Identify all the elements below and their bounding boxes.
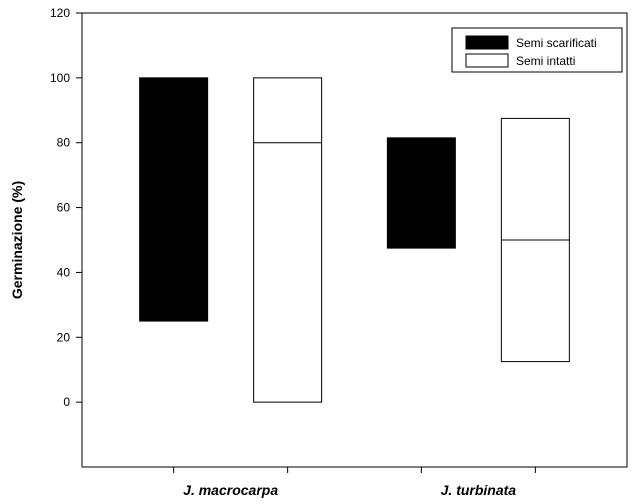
x-category-label: J. macrocarpa: [183, 482, 278, 498]
legend-swatch-semi-intatti: [465, 53, 509, 68]
x-axis-ticks: J. macrocarpa J. turbinata: [173, 467, 536, 498]
legend: Semi scarificati Semi intatti: [451, 27, 623, 73]
legend-swatch-semi-scarificati: [465, 35, 509, 50]
box-semi-intatti: [253, 77, 323, 403]
legend-label-semi-intatti: Semi intatti: [516, 54, 575, 68]
y-tick-label: 60: [57, 201, 71, 215]
box-series: [139, 77, 570, 403]
y-tick-label: 80: [57, 136, 71, 150]
y-tick-label: 0: [63, 395, 70, 409]
y-tick-label: 120: [50, 6, 70, 20]
y-tick-label: 20: [57, 330, 71, 344]
box-semi-scarificati: [139, 77, 209, 322]
y-axis-ticks: 0 20 40 60 80 100 120: [50, 6, 82, 409]
legend-label-semi-scarificati: Semi scarificati: [516, 36, 597, 50]
plot-area-frame: [81, 12, 628, 468]
y-tick-label: 40: [57, 265, 71, 279]
y-tick-label: 100: [50, 71, 70, 85]
y-axis-label: Germinazione (%): [9, 181, 25, 299]
box-semi-scarificati: [386, 137, 456, 249]
x-category-label: J. turbinata: [441, 482, 517, 498]
